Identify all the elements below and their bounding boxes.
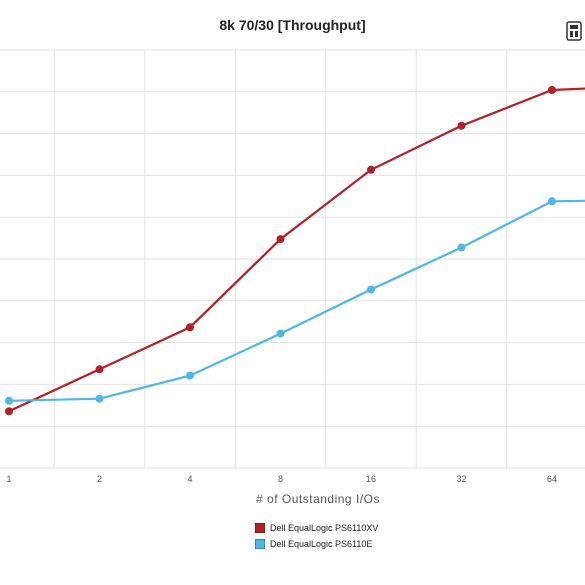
data-point bbox=[548, 197, 556, 206]
data-point bbox=[186, 371, 194, 380]
data-point bbox=[367, 285, 375, 294]
data-point bbox=[367, 165, 375, 174]
legend-label-ps6110e: Dell EqualLogic PS6110E bbox=[270, 539, 373, 549]
x-tick-label: 2 bbox=[97, 474, 102, 484]
x-tick-label: 32 bbox=[456, 474, 466, 484]
data-point bbox=[95, 394, 104, 403]
legend-swatch-ps6110xv bbox=[255, 523, 265, 533]
data-point bbox=[5, 407, 13, 416]
legend-label-ps6110xv: Dell EqualLogic PS6110XV bbox=[270, 523, 379, 533]
x-tick-label: 4 bbox=[187, 474, 192, 484]
data-point bbox=[457, 243, 466, 252]
x-tick-label: 1 bbox=[6, 474, 11, 484]
x-tick-label: 64 bbox=[547, 474, 557, 484]
x-tick-label: 8 bbox=[278, 474, 283, 484]
legend-item-ps6110xv[interactable]: Dell EqualLogic PS6110XV bbox=[255, 520, 378, 536]
series-line-1 bbox=[8, 199, 585, 402]
x-axis-title: # of Outstanding I/Os bbox=[256, 492, 380, 506]
data-point bbox=[276, 329, 285, 338]
x-tick-labels: 1 2 4 8 16 32 64 bbox=[6, 474, 557, 484]
data-point bbox=[276, 235, 285, 244]
data-point bbox=[95, 365, 104, 374]
legend: Dell EqualLogic PS6110XV Dell EqualLogic… bbox=[255, 520, 378, 552]
grid-layer bbox=[0, 49, 585, 469]
chart-title: 8k 70/30 [Throughput] bbox=[219, 17, 366, 33]
legend-swatch-ps6110e bbox=[255, 539, 265, 549]
series-line-0 bbox=[8, 87, 585, 413]
legend-item-ps6110e[interactable]: Dell EqualLogic PS6110E bbox=[255, 536, 378, 552]
x-tick-label: 16 bbox=[366, 474, 376, 484]
series-layer bbox=[5, 86, 585, 416]
data-point bbox=[548, 86, 556, 94]
data-point bbox=[5, 396, 13, 405]
data-point bbox=[457, 121, 466, 130]
data-point bbox=[186, 323, 194, 332]
site-logo-icon bbox=[565, 20, 585, 44]
